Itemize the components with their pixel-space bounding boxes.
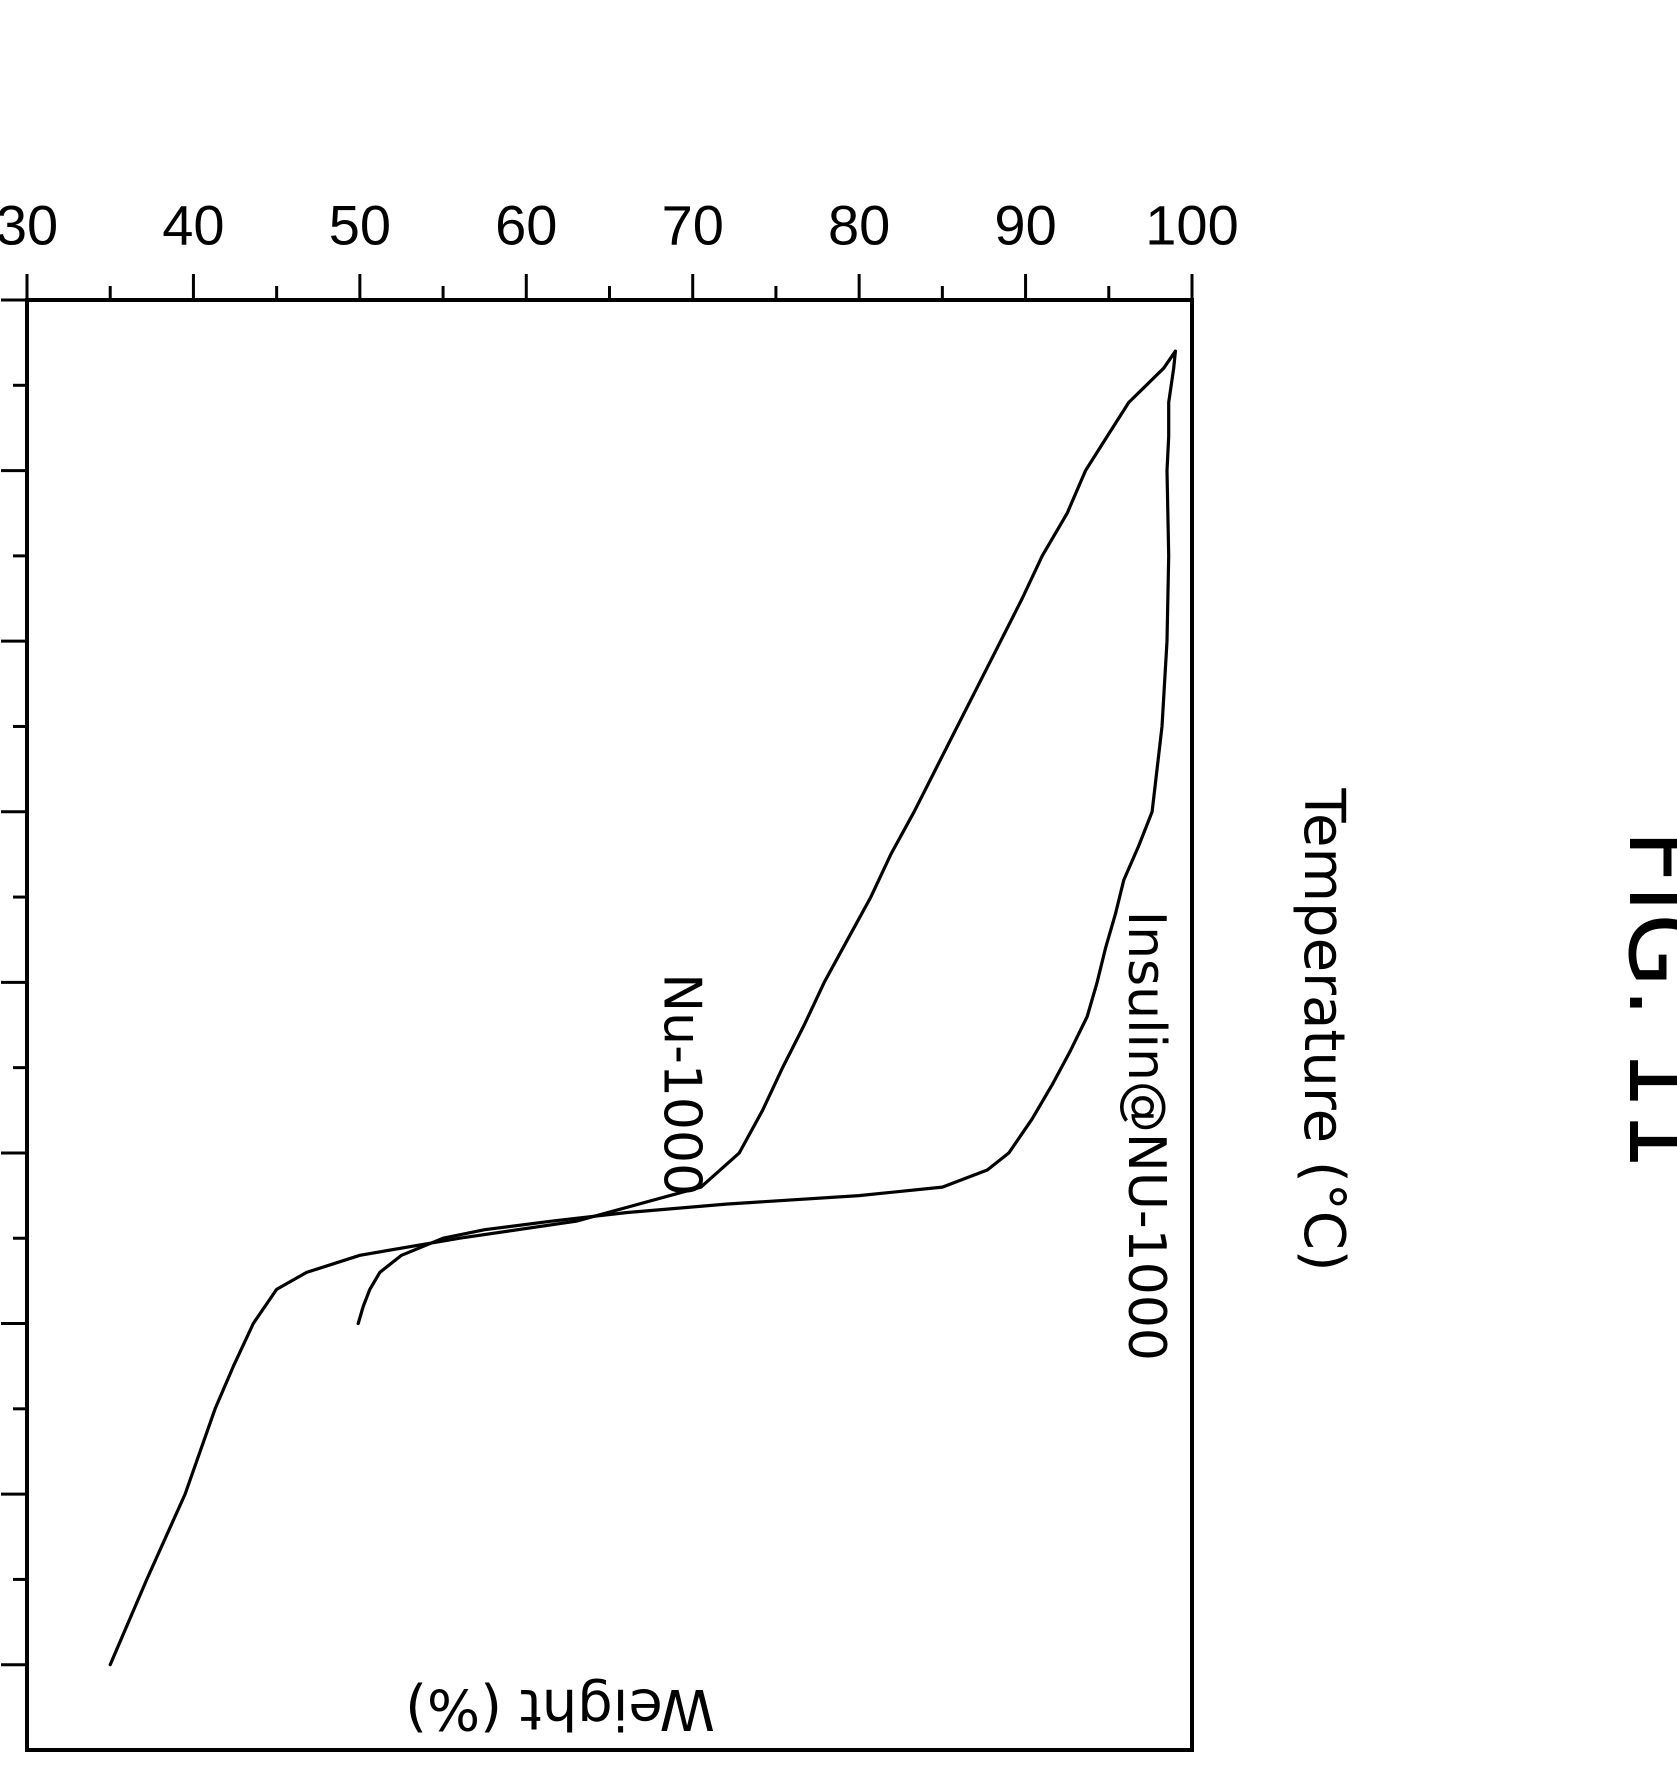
x-axis-ticks: 0100200300400500600700800 (0, 284, 27, 1711)
x-axis-title: Temperature (°C) (1291, 787, 1356, 1271)
plot-frame (27, 300, 1192, 1750)
y-tick-label: 70 (662, 194, 724, 257)
curve-label-0: Insulin@NU-1000 (1116, 911, 1176, 1361)
series-group (110, 351, 1175, 1665)
figure-label: FIG. 11 (1607, 829, 1677, 1170)
series-line-0 (358, 351, 1175, 1323)
y-tick-label: 50 (329, 194, 391, 257)
curve-label-1: Nu-1000 (651, 973, 711, 1196)
y-tick-label: 60 (495, 194, 557, 257)
rotated-plot: 0100200300400500600700800 30 40 50 60 70 80 90… (0, 194, 1677, 1751)
y-tick-label: 100 (1145, 194, 1238, 257)
series-line-1 (110, 351, 1175, 1665)
y-tick-label: 90 (994, 194, 1056, 257)
y-tick-label: 40 (162, 194, 224, 257)
y-axis-ticks: 30 40 50 60 70 80 90 100 (0, 194, 1239, 301)
y-tick-label: 80 (828, 194, 890, 257)
y-tick-label: 30 (0, 194, 58, 257)
y-axis-title: Weight (%) (405, 1676, 715, 1741)
